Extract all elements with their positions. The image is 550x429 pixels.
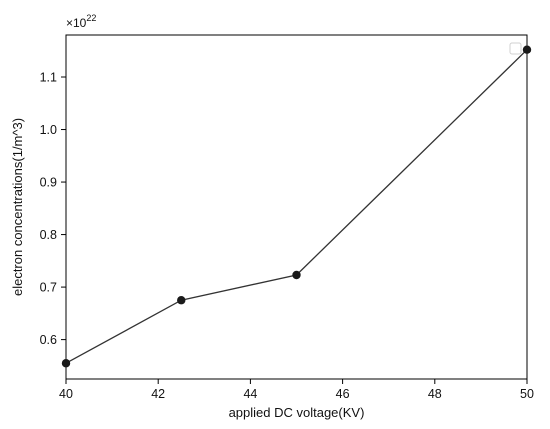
x-tick-label: 46 bbox=[336, 387, 350, 401]
series-layer bbox=[61, 45, 532, 368]
y-tick-label: 0.8 bbox=[40, 228, 57, 242]
x-tick-label: 40 bbox=[59, 387, 73, 401]
data-point bbox=[177, 296, 186, 305]
x-tick-label: 44 bbox=[243, 387, 257, 401]
x-tick-label: 42 bbox=[151, 387, 165, 401]
y-axis-offset-base: ×10 bbox=[66, 16, 87, 30]
y-tick-label: 0.7 bbox=[40, 281, 57, 295]
x-tick-label: 48 bbox=[428, 387, 442, 401]
data-point bbox=[292, 270, 301, 280]
y-tick-label: 0.6 bbox=[40, 333, 57, 347]
y-axis-offset-exponent: 22 bbox=[86, 13, 96, 23]
data-point bbox=[61, 359, 71, 368]
y-tick-label: 1.1 bbox=[40, 71, 57, 85]
x-axis-title: applied DC voltage(KV) bbox=[229, 405, 365, 420]
y-tick-label: 0.9 bbox=[40, 176, 57, 190]
series-line bbox=[65, 49, 528, 364]
y-axis-offset-label: ×1022 bbox=[66, 13, 96, 30]
plot-area-frame bbox=[65, 34, 528, 380]
y-axis-title: electron concentrations(1/m^3) bbox=[10, 118, 25, 296]
data-point bbox=[522, 45, 532, 54]
x-tick-label: 50 bbox=[520, 387, 534, 401]
y-axis-ticks: 0.6 0.7 0.8 0.9 1.0 1.1 bbox=[40, 71, 66, 347]
y-tick-label: 1.0 bbox=[40, 123, 57, 137]
legend-box bbox=[509, 42, 522, 55]
x-axis-ticks: 40 42 44 46 48 50 bbox=[59, 379, 534, 401]
